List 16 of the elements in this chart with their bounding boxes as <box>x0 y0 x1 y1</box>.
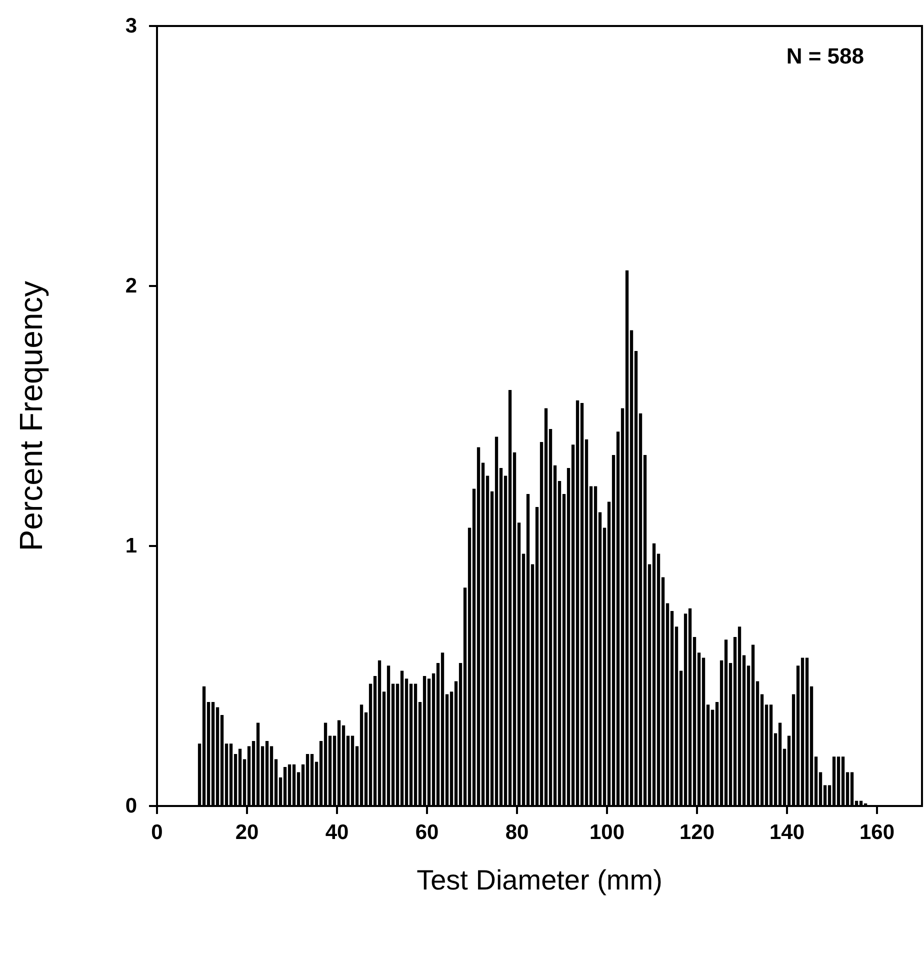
x-tick-label: 160 <box>859 821 895 844</box>
x-tick-label: 40 <box>325 821 349 844</box>
x-tick-label: 100 <box>589 821 625 844</box>
y-axis-title: Percent Frequency <box>13 280 49 552</box>
x-axis-title: Test Diameter (mm) <box>416 864 662 896</box>
x-tick-label: 120 <box>679 821 715 844</box>
y-tick-label: 3 <box>125 14 137 38</box>
x-tick-label: 0 <box>151 821 163 844</box>
y-tick-label: 1 <box>125 534 138 558</box>
y-tick-label: 0 <box>125 794 137 818</box>
annotation: N = 588 <box>786 44 864 68</box>
x-tick-label: 60 <box>415 821 439 844</box>
y-tick-label: 2 <box>125 274 137 298</box>
x-tick-label: 80 <box>505 821 529 844</box>
x-tick-label: 20 <box>235 821 259 844</box>
x-tick-label: 140 <box>769 821 805 844</box>
